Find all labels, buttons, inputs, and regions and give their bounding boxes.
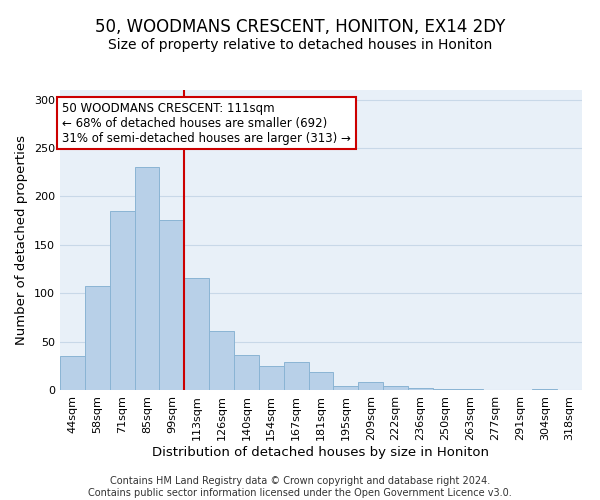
Bar	[234, 355, 259, 390]
Y-axis label: Number of detached properties: Number of detached properties	[16, 135, 28, 345]
Bar	[110, 211, 134, 390]
Bar	[284, 362, 308, 390]
Bar	[160, 220, 184, 390]
Text: Contains HM Land Registry data © Crown copyright and database right 2024.
Contai: Contains HM Land Registry data © Crown c…	[88, 476, 512, 498]
Bar	[358, 382, 383, 390]
Bar	[334, 386, 358, 390]
Bar	[134, 168, 160, 390]
Text: 50 WOODMANS CRESCENT: 111sqm
← 68% of detached houses are smaller (692)
31% of s: 50 WOODMANS CRESCENT: 111sqm ← 68% of de…	[62, 102, 351, 144]
Bar	[308, 372, 334, 390]
Bar	[458, 389, 482, 390]
Bar	[532, 389, 557, 390]
Text: 50, WOODMANS CRESCENT, HONITON, EX14 2DY: 50, WOODMANS CRESCENT, HONITON, EX14 2DY	[95, 18, 505, 36]
Bar	[184, 278, 209, 390]
Bar	[383, 386, 408, 390]
Bar	[408, 388, 433, 390]
X-axis label: Distribution of detached houses by size in Honiton: Distribution of detached houses by size …	[152, 446, 490, 458]
Bar	[433, 389, 458, 390]
Text: Size of property relative to detached houses in Honiton: Size of property relative to detached ho…	[108, 38, 492, 52]
Bar	[60, 356, 85, 390]
Bar	[85, 286, 110, 390]
Bar	[259, 366, 284, 390]
Bar	[209, 331, 234, 390]
